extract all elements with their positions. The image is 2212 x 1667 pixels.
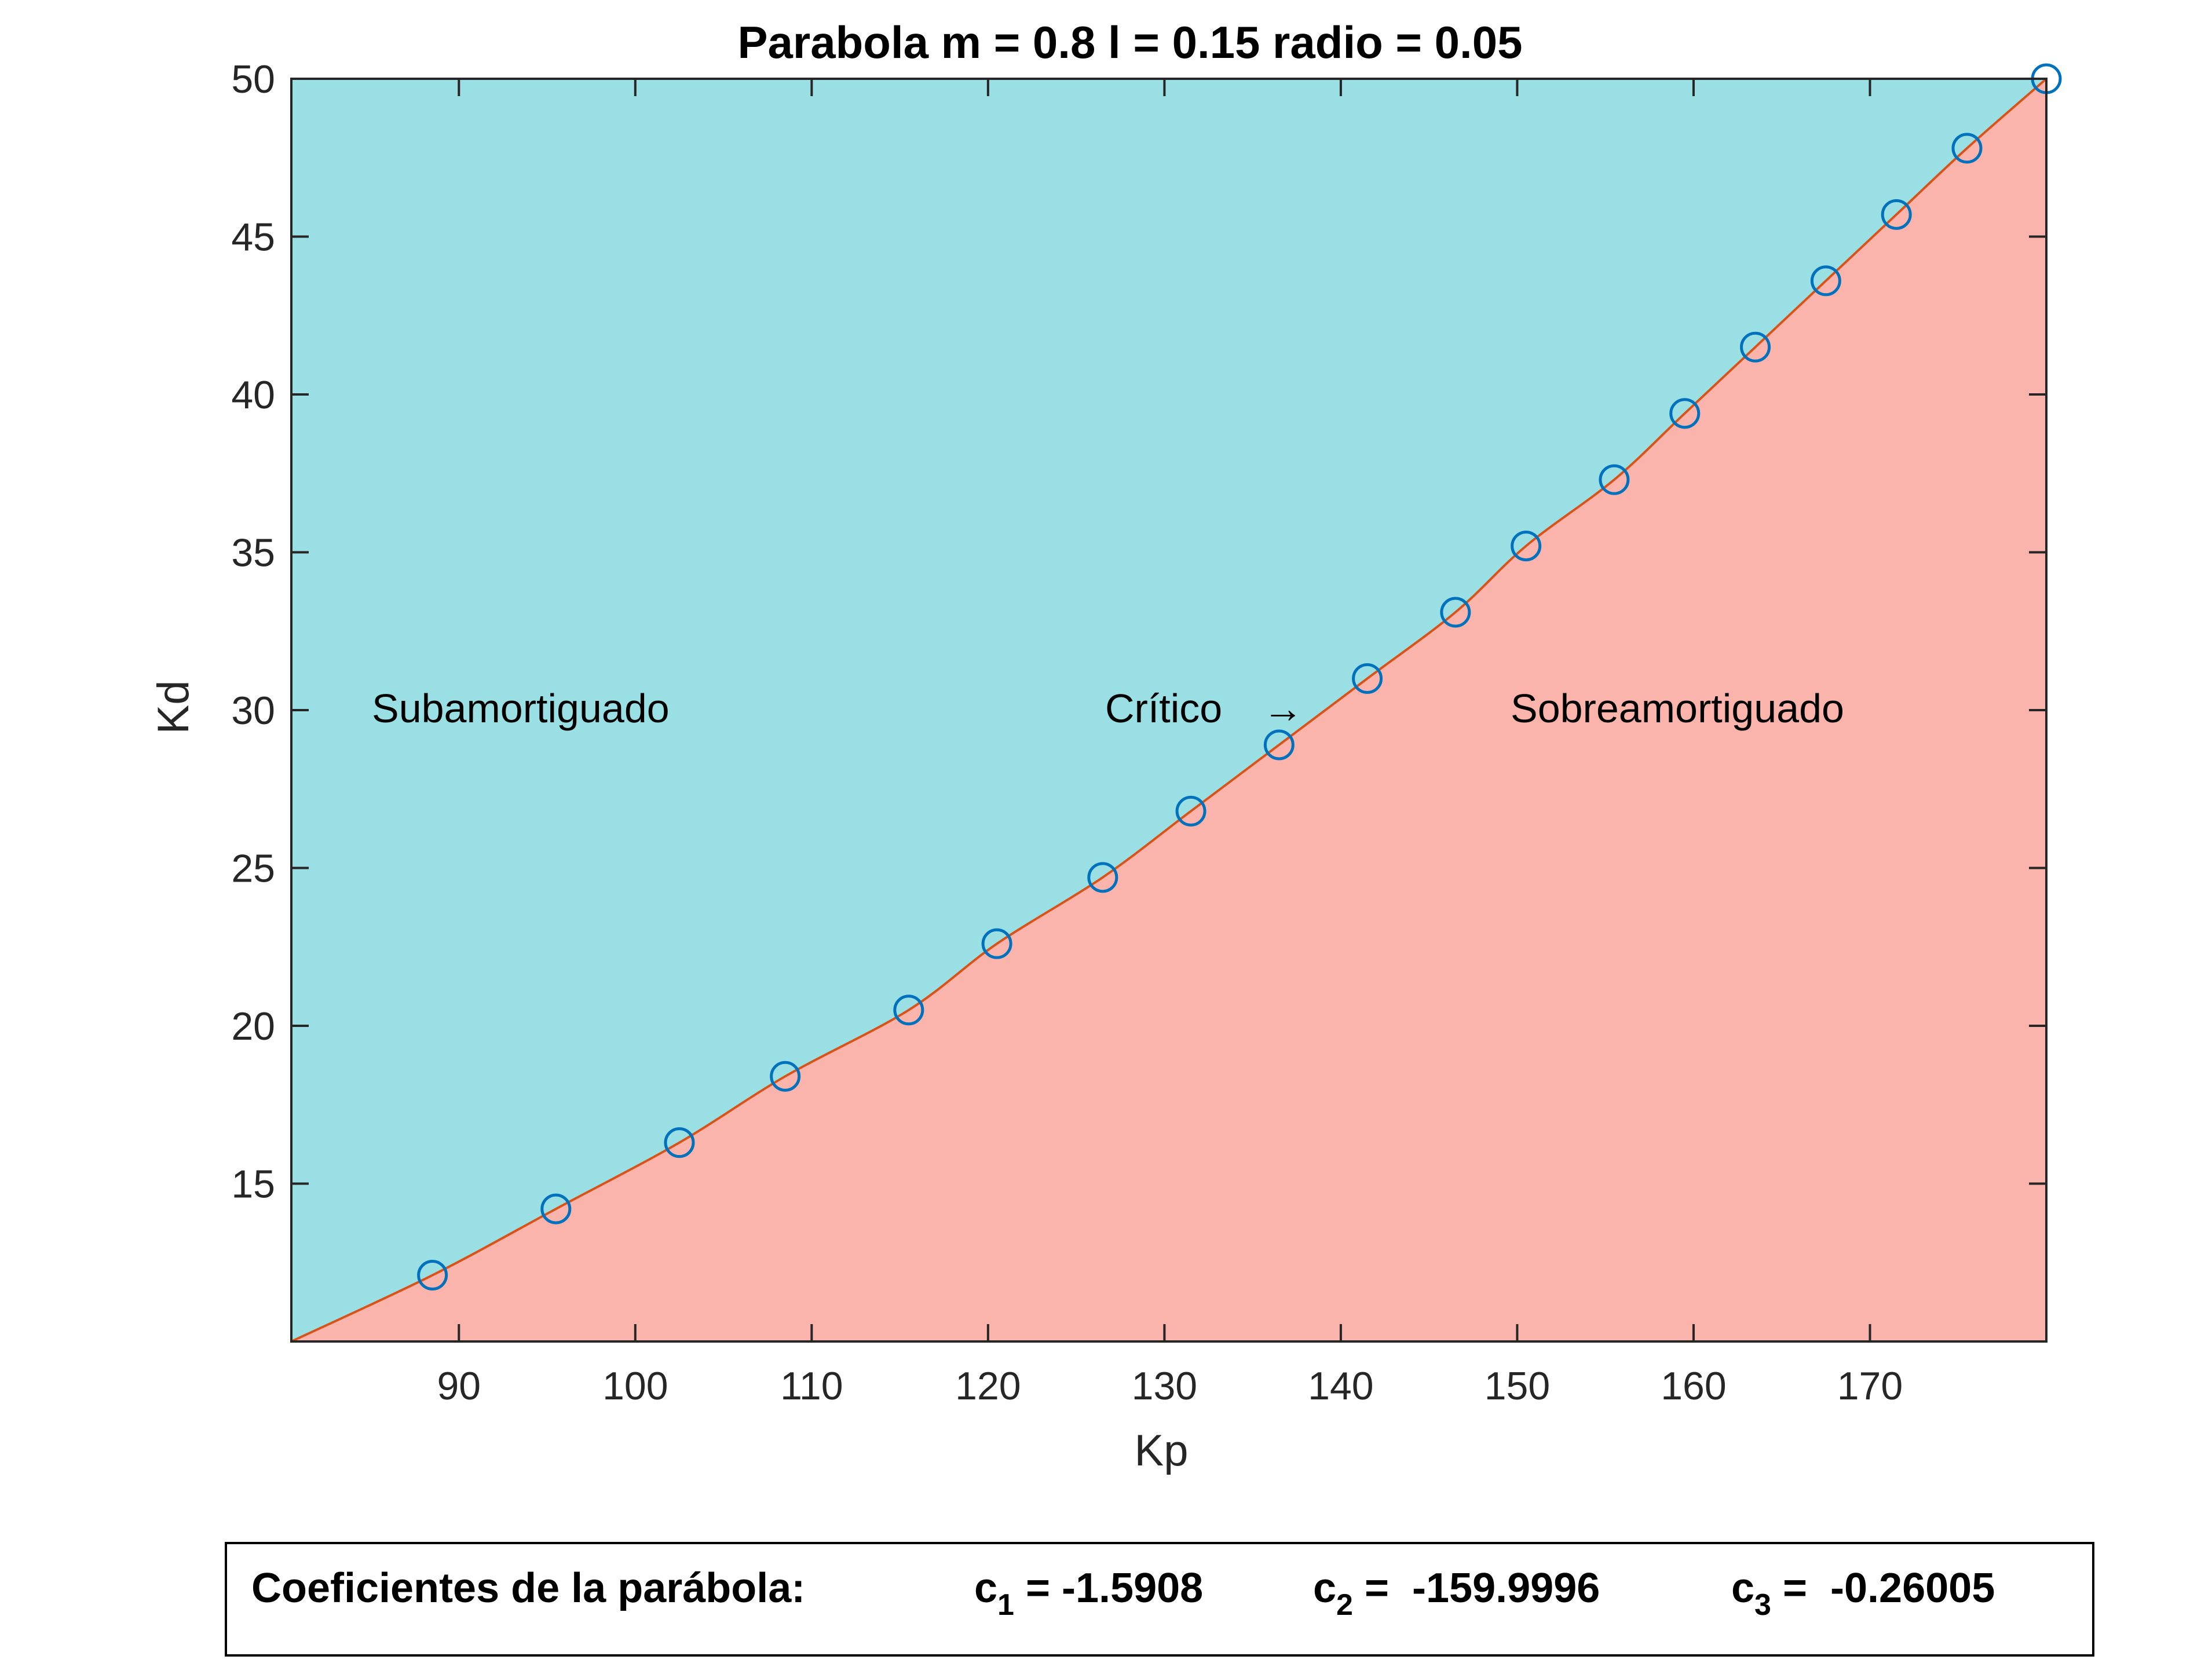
c1-name: c <box>974 1565 998 1611</box>
x-tick-label: 100 <box>602 1364 668 1408</box>
x-tick-label: 120 <box>955 1364 1021 1408</box>
x-tick-label: 130 <box>1132 1364 1197 1408</box>
axes: 90 100 110 120 130 140 150 160 170 15 20 25 30 35 40 45… <box>231 57 2048 1408</box>
y-tick-label: 20 <box>231 1004 275 1048</box>
data-point <box>1263 729 1295 761</box>
coefficient-c2: c2 = -159.9996 <box>1313 1565 1600 1620</box>
data-point <box>981 928 1012 959</box>
critico-arrow-icon: → <box>1263 686 1303 731</box>
y-tick-label: 35 <box>231 531 275 575</box>
data-point <box>1511 531 1542 562</box>
region-sobreamortiguado <box>291 79 2046 1341</box>
x-tick-label: 140 <box>1308 1364 1373 1408</box>
coefficient-c1: c1 = -1.5908 <box>974 1565 1204 1620</box>
x-tick-label: 170 <box>1837 1364 1903 1408</box>
y-tick-label: 25 <box>231 847 275 891</box>
data-point <box>1440 597 1471 628</box>
data-point <box>417 1260 448 1291</box>
c3-subscript: 3 <box>1754 1588 1771 1622</box>
y-tick-label: 45 <box>231 215 275 259</box>
plot-area <box>291 63 2062 1343</box>
data-point <box>770 1061 801 1092</box>
data-point <box>893 995 924 1026</box>
x-tick-label: 160 <box>1661 1364 1726 1408</box>
c3-value: = -0.26005 <box>1771 1565 1995 1611</box>
region-label-subamortiguado: Subamortiguado <box>372 686 670 731</box>
data-point <box>664 1127 695 1158</box>
region-label-sobreamortiguado: Sobreamortiguado <box>1511 686 1844 731</box>
coefficient-c3: c3 = -0.26005 <box>1731 1565 1995 1620</box>
x-axis-title: Kp <box>1135 1426 1189 1475</box>
data-point <box>1951 133 1983 164</box>
data-point <box>1740 331 1771 363</box>
c1-subscript: 1 <box>997 1588 1014 1622</box>
data-point <box>1352 663 1383 694</box>
data-point <box>1087 862 1118 893</box>
data-point <box>1669 398 1701 429</box>
coefficients-label: Coeficientes de la parábola: <box>251 1565 806 1611</box>
y-tick-label: 15 <box>231 1162 275 1207</box>
chart-title: Parabola m = 0.8 l = 0.15 radio = 0.05 <box>738 17 1523 68</box>
region-label-critico: Crítico <box>1105 686 1222 731</box>
y-axis-title: Kd <box>149 681 198 734</box>
c2-value: = -159.9996 <box>1352 1565 1600 1611</box>
coefficients-box: Coeficientes de la parábola: c1 = -1.590… <box>225 1542 2094 1657</box>
c2-name: c <box>1313 1565 1337 1611</box>
data-point <box>1175 795 1206 827</box>
y-tick-label: 50 <box>231 57 275 101</box>
c2-subscript: 2 <box>1336 1588 1353 1622</box>
c3-name: c <box>1731 1565 1755 1611</box>
y-tick-label: 30 <box>231 689 275 733</box>
x-tick-label: 90 <box>437 1364 481 1408</box>
c1-value: = -1.5908 <box>1014 1565 1204 1611</box>
y-tick-label: 40 <box>231 373 275 417</box>
data-point <box>1881 199 1912 230</box>
data-point <box>1810 265 1841 297</box>
critical-curve <box>291 78 2048 1343</box>
x-tick-label: 110 <box>780 1364 843 1408</box>
data-point <box>1599 464 1630 495</box>
x-tick-label: 150 <box>1485 1364 1550 1408</box>
data-point <box>540 1193 572 1224</box>
